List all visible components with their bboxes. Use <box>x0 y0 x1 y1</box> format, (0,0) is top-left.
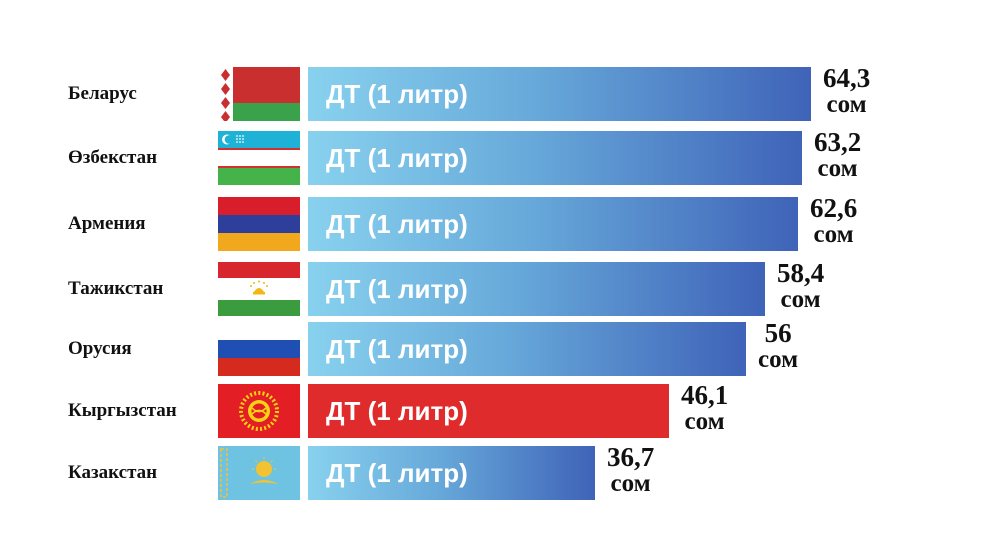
value-label: 64,3 сом <box>823 63 871 118</box>
armenia-flag-icon <box>218 197 300 251</box>
country-label: Армения <box>68 213 146 234</box>
value-unit: сом <box>826 91 867 118</box>
bar-label: ДТ (1 литр) <box>326 334 468 364</box>
value-label: 63,2 сом <box>814 127 862 182</box>
bar-label: ДТ (1 литр) <box>326 458 468 488</box>
bar: ДТ (1 литр) <box>308 446 595 500</box>
value-number: 64,3 <box>823 63 871 93</box>
country-label: Өзбекстан <box>68 147 158 168</box>
bar: ДТ (1 литр) <box>308 262 765 316</box>
country-label: Беларус <box>68 83 137 104</box>
bar: ДТ (1 литр) <box>308 67 811 121</box>
kyrgyzstan-flag-icon <box>218 384 300 438</box>
kazakhstan-flag-icon <box>218 446 300 500</box>
country-label: Орусия <box>68 338 132 359</box>
value-label: 56 сом <box>758 318 799 373</box>
value-number: 63,2 <box>814 127 862 157</box>
tajikistan-flag-icon <box>218 262 300 316</box>
value-number: 36,7 <box>607 442 655 472</box>
bar-label: ДТ (1 литр) <box>326 396 468 426</box>
bar-label: ДТ (1 литр) <box>326 143 468 173</box>
value-number: 62,6 <box>810 193 858 223</box>
russia-flag-icon <box>218 322 300 376</box>
value-unit: сом <box>780 286 821 313</box>
value-number: 58,4 <box>777 258 825 288</box>
value-number: 46,1 <box>681 380 729 410</box>
uzbekistan-flag-icon <box>218 131 300 185</box>
bar: ДТ (1 литр) <box>308 131 802 185</box>
bar-label: ДТ (1 литр) <box>326 209 468 239</box>
country-label: Тажикстан <box>68 278 164 299</box>
value-unit: сом <box>813 221 854 248</box>
value-label: 62,6 сом <box>810 193 858 248</box>
bar-label: ДТ (1 литр) <box>326 274 468 304</box>
bar-label: ДТ (1 литр) <box>326 79 468 109</box>
value-unit: сом <box>610 470 651 497</box>
country-label: Кыргызстан <box>68 400 177 421</box>
value-unit: сом <box>817 155 858 182</box>
value-label: 58,4 сом <box>777 258 825 313</box>
belarus-flag-icon <box>218 67 300 121</box>
value-unit: сом <box>684 408 725 435</box>
bar: ДТ (1 литр) <box>308 322 746 376</box>
value-label: 36,7 сом <box>607 442 655 497</box>
bar: ДТ (1 литр) <box>308 197 798 251</box>
value-number: 56 <box>764 318 792 348</box>
value-label: 46,1 сом <box>681 380 729 435</box>
value-unit: сом <box>758 346 799 373</box>
country-label: Казакстан <box>68 462 158 483</box>
bar: ДТ (1 литр) <box>308 384 669 438</box>
